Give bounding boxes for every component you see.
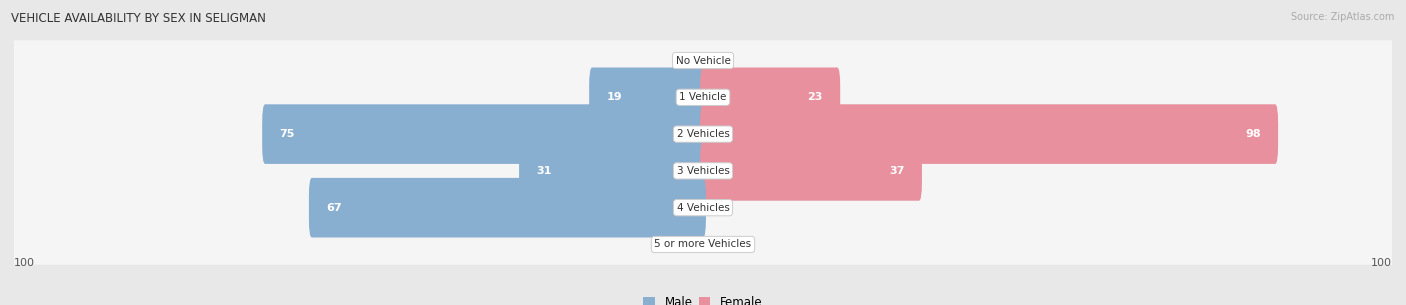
- Legend: Male, Female: Male, Female: [638, 291, 768, 305]
- Text: 3 Vehicles: 3 Vehicles: [676, 166, 730, 176]
- FancyBboxPatch shape: [519, 141, 706, 201]
- FancyBboxPatch shape: [309, 178, 706, 238]
- Text: 37: 37: [889, 166, 904, 176]
- Text: 75: 75: [280, 129, 295, 139]
- Text: 100: 100: [14, 258, 35, 268]
- FancyBboxPatch shape: [14, 224, 1392, 265]
- FancyBboxPatch shape: [262, 104, 706, 164]
- Text: 67: 67: [326, 203, 342, 213]
- Text: 23: 23: [807, 92, 823, 102]
- Text: 19: 19: [606, 92, 623, 102]
- FancyBboxPatch shape: [700, 141, 922, 201]
- FancyBboxPatch shape: [14, 40, 1392, 81]
- Text: Source: ZipAtlas.com: Source: ZipAtlas.com: [1291, 12, 1395, 22]
- FancyBboxPatch shape: [589, 67, 706, 127]
- Text: 1 Vehicle: 1 Vehicle: [679, 92, 727, 102]
- Text: 0: 0: [685, 239, 692, 249]
- Text: VEHICLE AVAILABILITY BY SEX IN SELIGMAN: VEHICLE AVAILABILITY BY SEX IN SELIGMAN: [11, 12, 266, 25]
- Text: No Vehicle: No Vehicle: [675, 56, 731, 66]
- FancyBboxPatch shape: [14, 188, 1392, 228]
- Text: 0: 0: [685, 56, 692, 66]
- FancyBboxPatch shape: [14, 151, 1392, 191]
- Text: 0: 0: [714, 203, 721, 213]
- Text: 100: 100: [1371, 258, 1392, 268]
- FancyBboxPatch shape: [14, 77, 1392, 117]
- Text: 5 or more Vehicles: 5 or more Vehicles: [654, 239, 752, 249]
- Text: 4 Vehicles: 4 Vehicles: [676, 203, 730, 213]
- FancyBboxPatch shape: [14, 114, 1392, 154]
- FancyBboxPatch shape: [700, 67, 841, 127]
- Text: 0: 0: [714, 239, 721, 249]
- FancyBboxPatch shape: [700, 104, 1278, 164]
- Text: 2 Vehicles: 2 Vehicles: [676, 129, 730, 139]
- Text: 0: 0: [714, 56, 721, 66]
- Text: 31: 31: [537, 166, 553, 176]
- Text: 98: 98: [1244, 129, 1261, 139]
